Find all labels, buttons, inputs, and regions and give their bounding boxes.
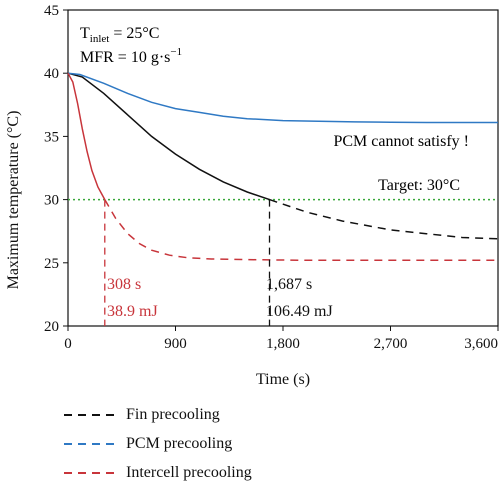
series-line-pcm xyxy=(67,72,498,124)
intercell-energy-label: 38.9 mJ xyxy=(107,303,158,320)
legend-swatch-fin xyxy=(64,413,116,416)
y-axis-title: Maximum temperature (°C) xyxy=(5,111,22,290)
y-tick-label: 25 xyxy=(44,256,59,272)
series-line-intercell xyxy=(67,72,106,200)
legend-label-intercell: Intercell precooling xyxy=(126,463,252,481)
series-line-fin xyxy=(67,72,270,201)
x-tick-label: 900 xyxy=(164,336,187,352)
legend-swatch-intercell xyxy=(64,471,116,474)
legend-item-intercell: Intercell precooling xyxy=(64,458,252,487)
x-tick-label: 1,800 xyxy=(266,336,300,352)
x-axis-title: Time (s) xyxy=(256,371,310,388)
series-line-intercell-projection xyxy=(104,199,498,262)
legend-item-fin: Fin precooling xyxy=(64,400,252,429)
y-tick-label: 20 xyxy=(44,319,59,335)
x-tick-label: 0 xyxy=(64,336,72,352)
pcm-annotation: PCM cannot satisfy ! xyxy=(333,133,469,150)
series-line-fin-projection xyxy=(269,198,499,240)
legend-swatch-pcm xyxy=(64,442,116,445)
y-tick-label: 45 xyxy=(44,3,59,19)
chart-canvas: 0 900 1,800 2,700 3,600 20 25 30 35 40 45 Tinlet =… xyxy=(5,3,499,388)
y-tick-label: 40 xyxy=(44,66,59,82)
fin-time-label: 1,687 s xyxy=(266,276,312,293)
x-tick-label: 3,600 xyxy=(464,336,498,352)
mass-flow-rate-label: MFR = 10 g·s−1 xyxy=(80,46,182,66)
fin-energy-label: 106.49 mJ xyxy=(266,303,333,320)
inlet-temperature-label: Tinlet = 25°C xyxy=(80,25,159,45)
legend: Fin precooling PCM precooling Intercell … xyxy=(64,400,252,487)
intercell-time-label: 308 s xyxy=(107,276,141,293)
legend-item-pcm: PCM precooling xyxy=(64,429,252,458)
x-tick-label: 2,700 xyxy=(374,336,408,352)
legend-label-fin: Fin precooling xyxy=(126,405,220,423)
target-label: Target: 30°C xyxy=(378,177,460,194)
y-tick-label: 30 xyxy=(44,193,59,209)
y-tick-label: 35 xyxy=(44,129,59,145)
legend-label-pcm: PCM precooling xyxy=(126,434,233,452)
